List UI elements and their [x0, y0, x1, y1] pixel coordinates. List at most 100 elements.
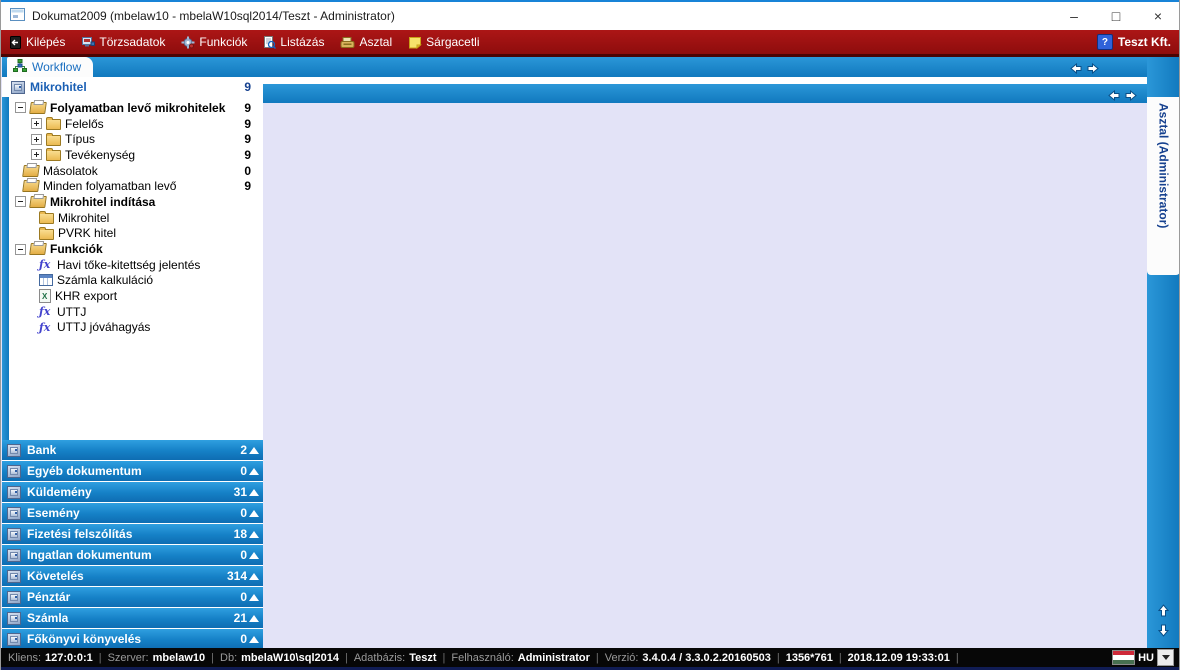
tree-item[interactable]: Felelős 9 — [11, 116, 263, 132]
functions-icon — [181, 36, 195, 49]
cabinet-icon — [7, 485, 21, 499]
expand-up-icon — [249, 551, 259, 559]
expand-up-icon — [249, 467, 259, 475]
sticky-note-icon — [408, 36, 422, 49]
close-button[interactable]: × — [1153, 8, 1163, 24]
accordion-item-ingatlan-dokumentum[interactable]: Ingatlan dokumentum 0 — [2, 545, 263, 565]
scroll-down-icon[interactable] — [1157, 624, 1170, 642]
content-header-bar — [263, 84, 1147, 103]
excel-export-icon — [39, 289, 51, 304]
accordion-item-penztar[interactable]: Pénztár 0 — [2, 587, 263, 607]
folder-icon — [39, 226, 54, 240]
status-separator — [99, 652, 102, 664]
menu-item-sargacetli[interactable]: Sárgacetli — [400, 30, 487, 54]
workflow-icon — [13, 59, 27, 75]
window-bottom-border — [1, 667, 1179, 670]
content-area — [263, 77, 1147, 648]
accordion-item-szamla[interactable]: Számla 21 — [2, 608, 263, 628]
accordion-item-koveteles[interactable]: Követelés 314 — [2, 566, 263, 586]
window-controls: – □ × — [1053, 2, 1179, 30]
accordion-count: 18 — [233, 527, 247, 541]
content-gap — [263, 77, 1147, 84]
tree-item[interactable]: Havi tőke-kitettség jelentés — [11, 257, 263, 273]
tree-item-label: KHR export — [55, 289, 118, 304]
tree-item-count: 0 — [244, 163, 251, 178]
accordion-item-fizetesi-felszolitas[interactable]: Fizetési felszólítás 18 — [2, 524, 263, 544]
tree-item[interactable]: UTTJ — [11, 304, 263, 320]
tree-item[interactable]: Minden folyamatban levő 9 — [11, 178, 263, 194]
window-top-border — [1, 0, 1179, 2]
maximize-button[interactable]: □ — [1111, 8, 1121, 24]
hungary-flag-icon — [1112, 650, 1136, 665]
collapse-icon[interactable] — [15, 243, 26, 255]
accordion-label: Pénztár — [27, 590, 71, 604]
scroll-left-icon[interactable] — [1108, 88, 1121, 106]
vertical-tab-label: Asztal (Administrator) — [1156, 103, 1171, 229]
status-resolution: 1356*761 — [785, 651, 833, 664]
cabinet-icon — [7, 443, 21, 457]
module-accordion: Bank 2 Egyéb dokumentum 0 Küldemény 31 E… — [2, 440, 263, 649]
tree-item[interactable]: Tevékenység 9 — [11, 147, 263, 163]
accordion-count: 0 — [240, 632, 247, 646]
tree-item[interactable]: Mikrohitel indítása — [11, 194, 263, 210]
tree-item[interactable]: KHR export — [11, 288, 263, 304]
tree-item-count: 9 — [244, 147, 251, 162]
tab-scroll-arrows — [1070, 61, 1099, 79]
menu-item-kilepes[interactable]: Kilépés — [1, 30, 73, 54]
accordion-label: Követelés — [27, 569, 84, 583]
status-version: Verzió: 3.4.0.4 / 3.3.0.2.20160503 — [604, 651, 771, 664]
tree-item[interactable]: Másolatok 0 — [11, 163, 263, 179]
accordion-label: Küldemény — [27, 485, 92, 499]
collapse-icon[interactable] — [15, 102, 26, 114]
accordion-item-egyeb-dokumentum[interactable]: Egyéb dokumentum 0 — [2, 461, 263, 481]
folder-icon — [46, 148, 61, 162]
accordion-item-esemeny[interactable]: Esemény 0 — [2, 503, 263, 523]
accordion-item-bank[interactable]: Bank 2 — [2, 440, 263, 460]
help-icon[interactable]: ? — [1096, 34, 1113, 50]
expand-up-icon — [249, 488, 259, 496]
status-separator — [839, 652, 842, 664]
expand-icon[interactable] — [31, 133, 42, 145]
expand-up-icon — [249, 614, 259, 622]
content-scroll-arrows — [1108, 88, 1137, 106]
scroll-up-icon[interactable] — [1157, 604, 1170, 622]
tree-item-label: Minden folyamatban levő — [43, 179, 177, 194]
accordion-item-kuldemeny[interactable]: Küldemény 31 — [2, 482, 263, 502]
tab-workflow[interactable]: Workflow — [7, 57, 94, 77]
expand-up-icon — [249, 446, 259, 454]
tree-item[interactable]: Folyamatban levő mikrohitelek 9 — [11, 100, 263, 116]
accordion-item-fokonyvi-konyveles[interactable]: Főkönyvi könyvelés 0 — [2, 629, 263, 649]
expand-icon[interactable] — [31, 118, 42, 130]
tree-item[interactable]: Mikrohitel — [11, 210, 263, 226]
menu-item-label: Asztal — [359, 35, 393, 49]
tree-item[interactable]: UTTJ jóváhagyás — [11, 320, 263, 336]
mikrohitel-header[interactable]: Mikrohitel 9 — [2, 77, 263, 97]
expand-up-icon — [249, 572, 259, 580]
scroll-left-icon[interactable] — [1070, 61, 1083, 79]
exit-icon — [9, 35, 22, 49]
tree-item[interactable]: Számla kalkuláció — [11, 273, 263, 289]
tree-item-count: 9 — [244, 179, 251, 194]
scroll-right-icon[interactable] — [1086, 61, 1099, 79]
minimize-button[interactable]: – — [1070, 8, 1078, 24]
panel-header-count: 9 — [244, 80, 251, 94]
scroll-right-icon[interactable] — [1124, 88, 1137, 106]
tree-item[interactable]: PVRK hitel — [11, 226, 263, 242]
tab-asztal-administrator[interactable]: Asztal (Administrator) — [1147, 97, 1179, 275]
expand-icon[interactable] — [31, 149, 42, 161]
tree-item-count: 9 — [244, 116, 251, 131]
language-selector[interactable]: HU — [1112, 649, 1179, 666]
menu-item-listazas[interactable]: Listázás — [255, 30, 332, 54]
language-dropdown[interactable] — [1157, 649, 1174, 666]
open-folder-icon — [29, 243, 47, 256]
tree-item[interactable]: Funkciók — [11, 241, 263, 257]
tree-item[interactable]: Típus 9 — [11, 131, 263, 147]
menu-item-torzsadatok[interactable]: Törzsadatok — [73, 30, 173, 54]
collapse-icon[interactable] — [15, 196, 26, 208]
tree-item-label: Mikrohitel — [58, 210, 110, 225]
menu-item-funkciok[interactable]: Funkciók — [173, 30, 255, 54]
accordion-count: 0 — [240, 506, 247, 520]
menu-item-asztal[interactable]: Asztal — [332, 30, 400, 54]
status-server: Szerver: mbelaw10 — [107, 651, 206, 664]
accordion-count: 2 — [240, 443, 247, 457]
